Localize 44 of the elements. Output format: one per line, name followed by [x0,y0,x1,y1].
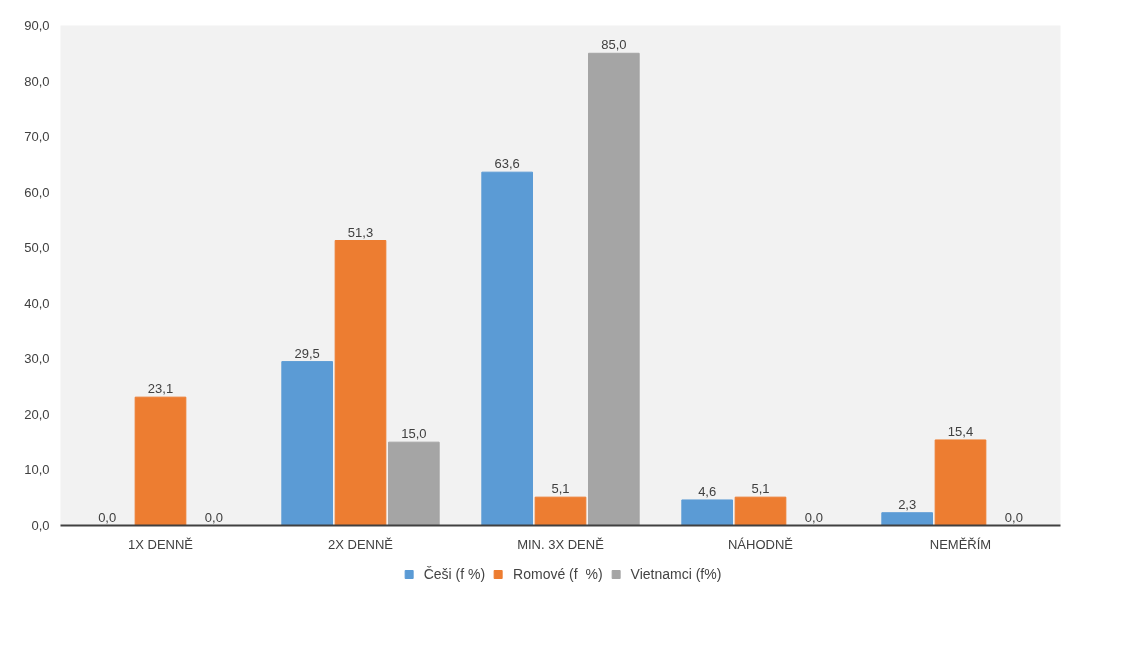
bar [534,496,587,526]
y-tick-label: 70,0 [24,129,50,145]
data-label: 0,0 [1004,509,1023,525]
data-label: 4,6 [698,483,717,499]
x-tick-label: NÁHODNĚ [728,536,794,552]
data-label: 85,0 [601,37,627,53]
y-tick-label: 40,0 [24,295,50,311]
y-tick-label: 30,0 [24,351,50,367]
data-label: 51,3 [347,224,374,240]
data-label: 23,1 [147,381,174,397]
bar [481,171,533,526]
y-tick-label: 60,0 [24,184,50,200]
x-tick-label: 1X DENNĚ [127,536,194,552]
x-tick-label: 2X DENNĚ [327,536,394,552]
data-label: 5,1 [751,481,770,497]
y-tick-label: 90,0 [24,18,50,33]
legend-label: Vietnamci (f%) [630,566,722,582]
bar [281,361,333,526]
bar [134,396,187,526]
y-tick-label: 20,0 [24,406,50,422]
y-tick-label: 50,0 [24,240,50,256]
bar [681,499,733,526]
data-label: 0,0 [804,509,823,525]
legend-label: Češi (f %) [423,566,486,582]
data-label: 15,0 [401,426,427,442]
bar [734,496,787,526]
data-label: 15,4 [947,423,974,439]
bar [388,441,440,526]
x-tick-label: MIN. 3X DENĚ [517,536,605,552]
bar [881,512,933,526]
data-label: 0,0 [98,509,117,525]
data-label: 29,5 [294,345,320,361]
bar [334,240,387,526]
data-label: 5,1 [551,481,570,497]
data-label: 2,3 [898,496,917,512]
x-tick-label: NEMĚŘÍM [929,536,992,552]
y-tick-label: 10,0 [24,462,50,478]
legend-label: Romové (f %) [513,566,603,582]
y-tick-label: 80,0 [24,73,50,89]
data-label: 63,6 [494,156,520,172]
data-label: 0,0 [204,509,223,525]
bar [934,439,987,526]
y-tick-label: 0,0 [31,518,50,533]
bar [588,52,640,526]
